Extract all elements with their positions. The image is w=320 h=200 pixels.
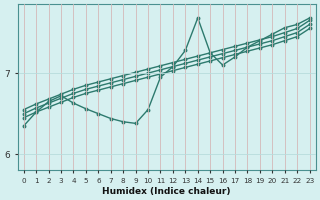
X-axis label: Humidex (Indice chaleur): Humidex (Indice chaleur)	[102, 187, 231, 196]
